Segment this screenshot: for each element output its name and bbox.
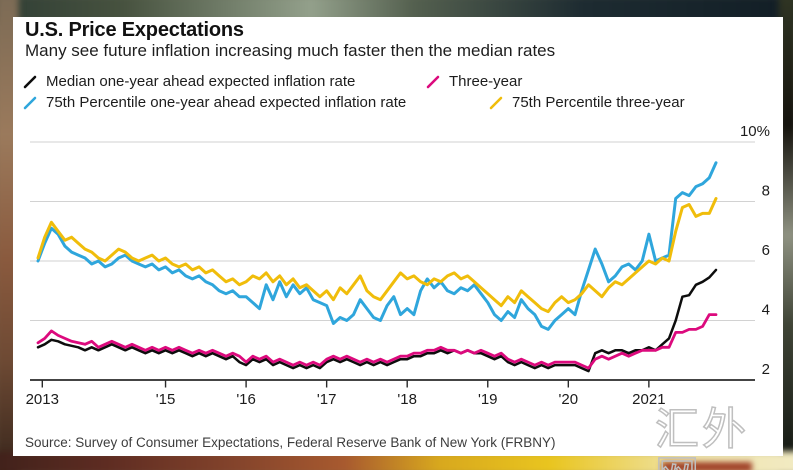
legend-item-median-three-year: Three-year	[425, 71, 522, 92]
legend-label: 75th Percentile three-year	[512, 94, 685, 111]
legend-item-median-one-year: Median one-year ahead expected inflation…	[22, 71, 355, 92]
source-attribution: Source: Survey of Consumer Expectations,…	[25, 435, 556, 450]
line-swatch-icon	[23, 75, 37, 88]
legend-row-1: Median one-year ahead expected inflation…	[22, 71, 772, 92]
legend-item-75th-three-year: 75th Percentile three-year	[488, 92, 685, 113]
legend-row-2: 75th Percentile one-year ahead expected …	[22, 92, 772, 113]
legend-label: 75th Percentile one-year ahead expected …	[46, 94, 407, 111]
chart-subtitle: Many see future inflation increasing muc…	[25, 41, 556, 60]
background-photo-bottom	[0, 451, 793, 470]
line-swatch-icon	[23, 96, 37, 109]
background-photo-red-patch	[662, 462, 752, 470]
chart-card: U.S. Price Expectations Many see future …	[13, 17, 783, 456]
legend-label: Median one-year ahead expected inflation…	[46, 73, 356, 90]
line-swatch-icon	[489, 96, 503, 109]
chart-legend: Median one-year ahead expected inflation…	[22, 71, 772, 113]
site-watermark: 汇外网	[654, 405, 749, 470]
chart-title: U.S. Price Expectations	[25, 19, 244, 41]
legend-item-75th-one-year: 75th Percentile one-year ahead expected …	[22, 92, 406, 113]
line-swatch-icon	[426, 75, 440, 88]
legend-label: Three-year	[449, 73, 523, 90]
